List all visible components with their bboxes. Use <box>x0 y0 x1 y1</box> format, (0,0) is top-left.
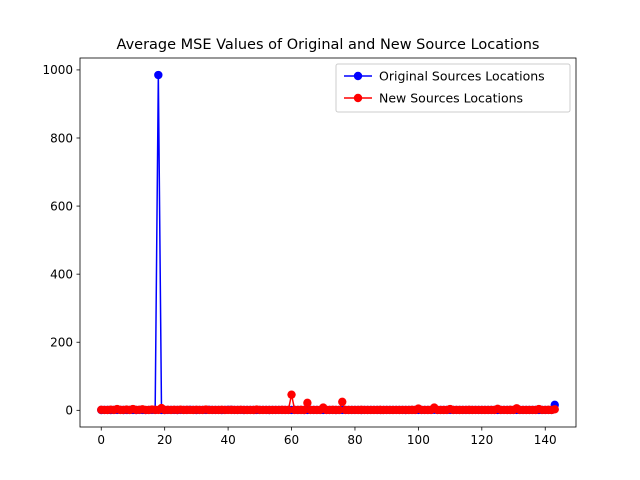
series-2-point-59 <box>284 405 293 415</box>
legend-marker-2 <box>353 93 363 103</box>
series-2-point-65 <box>303 398 312 408</box>
y-tick-label-400: 400 <box>50 267 73 281</box>
y-tick-label-1000: 1000 <box>42 63 73 77</box>
x-tick-label-120: 120 <box>470 433 493 447</box>
plot-area <box>97 70 559 415</box>
legend-marker-1 <box>353 71 363 81</box>
y-tick-label-0: 0 <box>65 404 73 418</box>
x-tick-label-140: 140 <box>534 433 557 447</box>
y-tick-label-200: 200 <box>50 336 73 350</box>
x-tick-label-20: 20 <box>157 433 172 447</box>
axes: 0 20 40 60 80 100 120 140 0 200 400 600 800 1000 <box>42 57 577 447</box>
series-2-point-76 <box>338 397 347 407</box>
chart-title: Average MSE Values of Original and New S… <box>117 37 540 53</box>
series-1-point-18 <box>154 70 163 80</box>
y-tick-label-600: 600 <box>50 199 73 213</box>
x-tick-label-0: 0 <box>97 433 105 447</box>
x-tick-label-100: 100 <box>407 433 430 447</box>
legend: Original Sources Locations New Sources Lo… <box>335 63 571 113</box>
series-2-point-143 <box>550 405 559 414</box>
x-tick-label-80: 80 <box>347 433 362 447</box>
y-tick-label-800: 800 <box>50 131 73 145</box>
x-tick-label-60: 60 <box>284 433 299 447</box>
legend-box <box>335 63 571 113</box>
series-2 <box>97 390 559 415</box>
series-2-point-64 <box>300 405 309 415</box>
series-2-point-75 <box>334 405 344 415</box>
series-2-point-60 <box>287 390 296 399</box>
legend-label-2: New Sources Locations <box>379 91 523 106</box>
axes-frame <box>79 57 577 428</box>
legend-label-1: Original Sources Locations <box>379 69 545 84</box>
x-tick-label-40: 40 <box>220 433 235 447</box>
